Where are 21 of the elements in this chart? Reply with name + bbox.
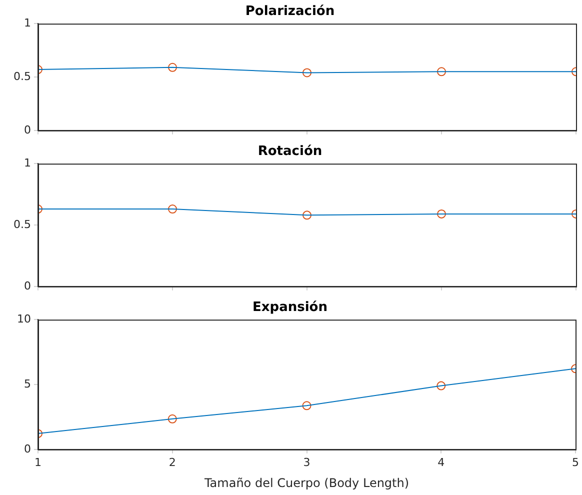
point xyxy=(436,381,446,390)
y-tick-label: 1 xyxy=(24,16,31,30)
y-tick-label: 0.5 xyxy=(14,218,31,231)
chart-title: Expansión xyxy=(252,300,328,316)
x-tick-label: 3 xyxy=(303,456,310,469)
y-tick-label: 10 xyxy=(17,312,31,326)
x-axis-title: Tamaño del Cuerpo (Body Length) xyxy=(203,476,410,490)
x-tick-label: 1 xyxy=(34,456,42,469)
x-tick-label: 2 xyxy=(168,456,176,469)
chart-title: Rotación xyxy=(258,144,322,160)
y-tick-label: 5 xyxy=(24,377,31,390)
y-tick-label: 1 xyxy=(24,156,31,170)
y-tick-label: 0.5 xyxy=(14,70,31,83)
chart-title: Polarización xyxy=(245,4,335,20)
y-tick-label: 0 xyxy=(24,442,31,456)
x-tick-label: 4 xyxy=(438,456,445,469)
point xyxy=(168,414,177,424)
x-tick-label: 5 xyxy=(572,456,579,469)
y-tick-label: 0 xyxy=(24,279,31,292)
point xyxy=(302,401,312,410)
y-tick-label: 0 xyxy=(24,123,31,136)
